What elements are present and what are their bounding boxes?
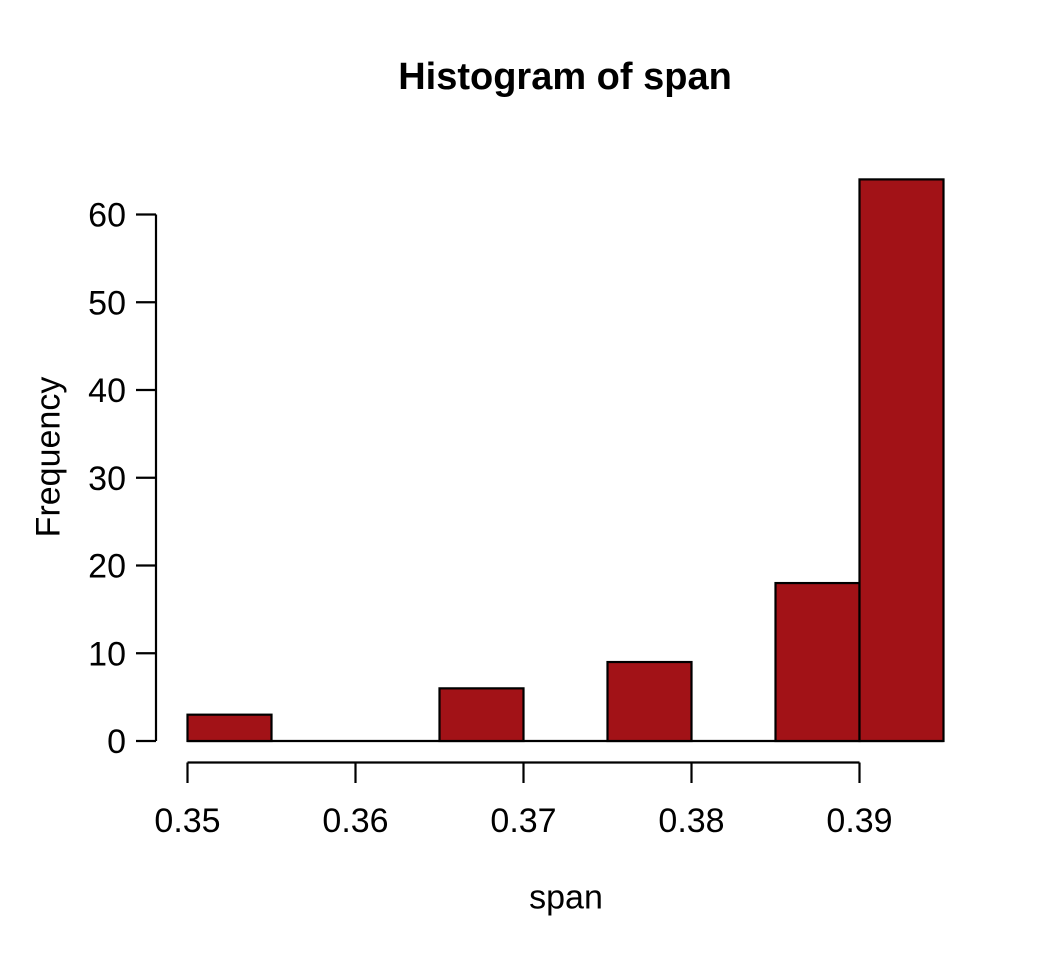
histogram-bar (438, 687, 525, 743)
y-tick-label: 10 (88, 635, 126, 673)
x-tick-label: 0.39 (826, 802, 892, 840)
y-tick-label: 20 (88, 548, 126, 586)
x-tick-label: 0.38 (658, 802, 724, 840)
y-tick-label: 50 (88, 284, 126, 322)
x-tick-label: 0.35 (154, 802, 220, 840)
x-axis-label: span (529, 878, 603, 917)
histogram-bar (186, 713, 273, 743)
chart-title: Histogram of span (398, 56, 732, 98)
histogram-bar (858, 178, 945, 743)
y-tick-label: 30 (88, 460, 126, 498)
y-tick-label: 0 (107, 723, 126, 761)
histogram-bar (606, 660, 693, 743)
y-tick-label: 40 (88, 372, 126, 410)
y-tick-label: 60 (88, 197, 126, 235)
histogram-bar (774, 581, 861, 743)
x-tick-label: 0.37 (490, 802, 556, 840)
x-tick-label: 0.36 (322, 802, 388, 840)
